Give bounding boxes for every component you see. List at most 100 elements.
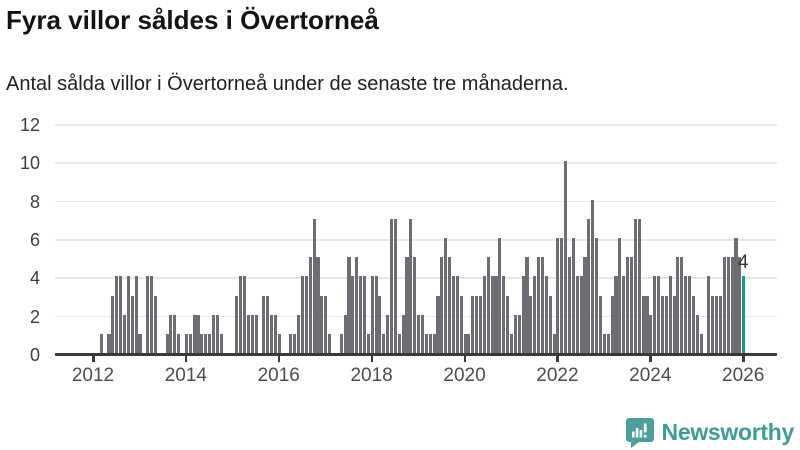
bar xyxy=(343,314,347,353)
bar xyxy=(119,276,123,353)
bar xyxy=(540,257,544,353)
bar xyxy=(579,276,583,353)
bar xyxy=(614,276,618,353)
bar xyxy=(401,314,405,353)
bar xyxy=(173,314,177,353)
bar xyxy=(424,333,428,353)
bar xyxy=(645,295,649,353)
bar xyxy=(246,314,250,353)
bar xyxy=(459,295,463,353)
bar xyxy=(366,333,370,353)
bar xyxy=(629,257,634,353)
bar xyxy=(672,295,676,353)
bar xyxy=(687,276,692,353)
bar xyxy=(606,333,610,353)
bar xyxy=(355,257,359,353)
bar xyxy=(130,295,134,353)
bar xyxy=(359,276,363,353)
bar xyxy=(513,314,517,353)
x-axis-tick xyxy=(463,355,467,362)
gridline xyxy=(55,200,777,203)
bar xyxy=(734,238,738,353)
x-axis-tick xyxy=(277,355,281,362)
bar xyxy=(626,257,630,353)
bar xyxy=(289,333,293,353)
newsworthy-wordmark: Newsworthy xyxy=(661,419,795,445)
bar xyxy=(595,238,599,353)
bar xyxy=(475,295,479,353)
bar xyxy=(622,276,626,353)
bar xyxy=(641,295,645,353)
bar xyxy=(486,257,490,353)
newsworthy-bars-icon xyxy=(625,417,654,448)
bar xyxy=(715,295,719,353)
bar xyxy=(649,314,653,353)
bar xyxy=(211,314,216,353)
bar xyxy=(254,314,258,353)
bar xyxy=(386,314,390,353)
bar xyxy=(556,238,560,353)
gridline xyxy=(55,162,777,164)
x-axis-tick xyxy=(370,355,374,362)
bar xyxy=(455,276,459,353)
bar xyxy=(610,295,614,353)
y-axis-label: 10 xyxy=(19,153,40,174)
bar xyxy=(347,257,351,353)
bar xyxy=(552,333,556,353)
x-axis-tick xyxy=(92,355,95,362)
bar xyxy=(196,314,200,353)
bar xyxy=(153,295,157,353)
bar xyxy=(618,238,622,353)
y-axis: 0 2 4 6 8 10 12 xyxy=(0,115,44,365)
bar xyxy=(432,333,436,353)
bar xyxy=(242,276,247,353)
bar xyxy=(451,276,455,353)
bar xyxy=(239,276,243,353)
bar xyxy=(215,314,219,353)
bar xyxy=(300,276,305,353)
bar xyxy=(122,314,127,353)
bar xyxy=(568,257,572,353)
bar xyxy=(498,238,502,353)
bar xyxy=(219,333,223,353)
bar xyxy=(324,295,328,353)
y-axis-label: 0 xyxy=(29,345,40,365)
bar xyxy=(583,257,587,353)
bar xyxy=(308,257,312,353)
bar xyxy=(266,295,270,353)
bar xyxy=(370,276,374,353)
bar xyxy=(707,276,711,353)
bar xyxy=(138,333,142,353)
bar xyxy=(502,276,506,353)
bar xyxy=(680,257,684,353)
bar xyxy=(490,276,494,353)
bar xyxy=(509,333,514,353)
bar xyxy=(699,333,703,353)
bar xyxy=(204,333,208,353)
bar xyxy=(126,276,130,353)
bar xyxy=(684,276,688,353)
bar xyxy=(273,314,277,353)
x-axis-label: 2024 xyxy=(629,365,672,386)
bar xyxy=(587,218,591,353)
bar xyxy=(598,295,603,353)
bar xyxy=(428,333,432,353)
x-axis-tick xyxy=(556,355,559,362)
bar xyxy=(99,333,103,353)
x-axis-tick xyxy=(742,355,745,362)
bar xyxy=(506,295,510,353)
bar xyxy=(726,257,730,353)
bar xyxy=(312,218,316,353)
bar xyxy=(436,295,440,353)
bar xyxy=(695,314,699,353)
bar xyxy=(718,295,723,353)
bar xyxy=(405,257,409,353)
bar xyxy=(362,276,366,353)
bar xyxy=(668,276,672,353)
bar xyxy=(208,333,212,353)
y-axis-label: 6 xyxy=(29,230,40,250)
x-axis-label: 2016 xyxy=(257,365,300,386)
x-axis-label: 2014 xyxy=(164,365,208,386)
bar xyxy=(304,276,308,353)
bar xyxy=(111,295,115,353)
